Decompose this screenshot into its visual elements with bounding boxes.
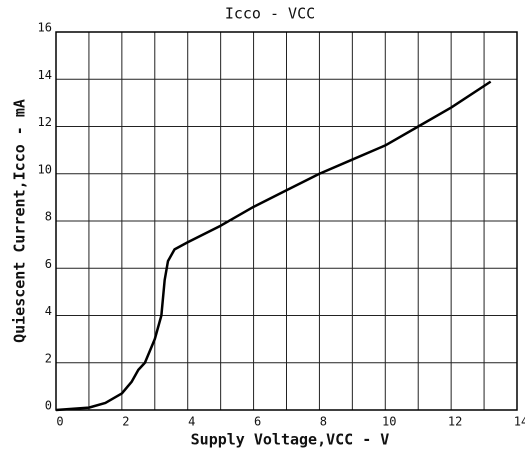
chart-title: Icco - VCC (225, 5, 315, 23)
y-tick-label: 0 (45, 399, 52, 413)
x-tick-label: 0 (56, 415, 63, 429)
x-tick-label: 14 (514, 415, 525, 429)
data-line (55, 80, 492, 412)
y-tick-label: 10 (38, 162, 52, 176)
y-tick-label: 14 (38, 68, 52, 82)
y-tick-label: 8 (45, 210, 52, 224)
x-tick-label: 2 (122, 415, 129, 429)
y-tick-label: 4 (45, 304, 52, 318)
x-tick-label: 6 (254, 415, 261, 429)
x-tick-label: 10 (382, 415, 396, 429)
y-tick-label: 16 (38, 21, 52, 35)
plot-frame (55, 31, 518, 411)
y-tick-label: 2 (45, 351, 52, 365)
x-axis-label: Supply Voltage,VCC - V (191, 431, 390, 449)
x-tick-label: 12 (448, 415, 462, 429)
y-tick-label: 6 (45, 257, 52, 271)
x-tick-label: 8 (320, 415, 327, 429)
y-axis-label: Quiescent Current,Icco - mA (11, 99, 29, 343)
y-tick-label: 12 (38, 115, 52, 129)
x-tick-label: 4 (188, 415, 195, 429)
